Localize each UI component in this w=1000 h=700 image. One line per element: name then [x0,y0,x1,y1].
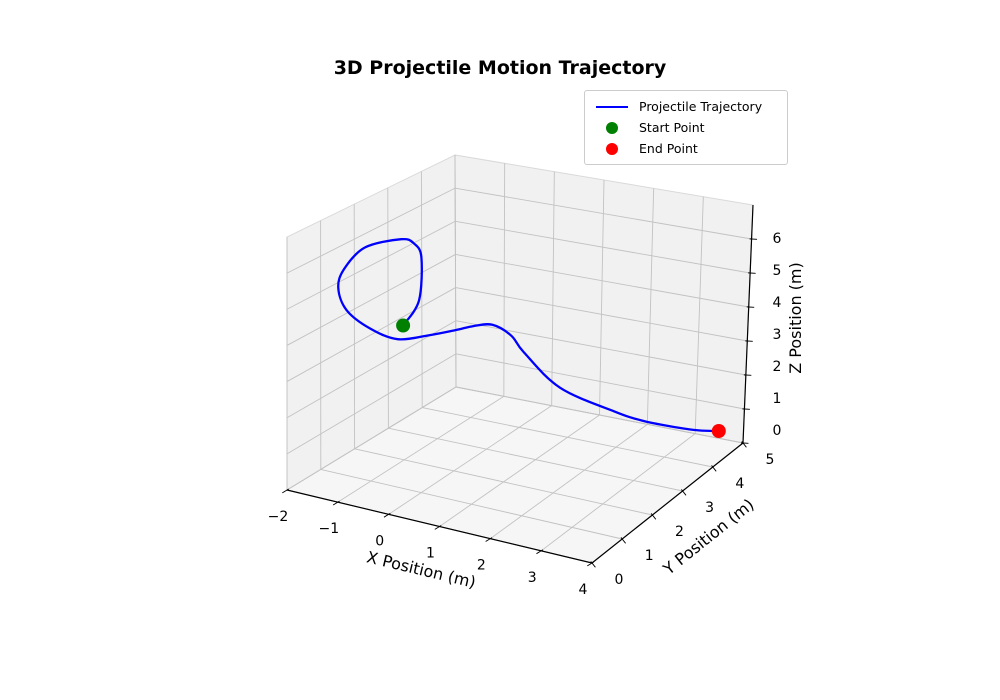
y-tick-label: 0 [615,572,624,588]
legend: Projectile Trajectory Start Point End Po… [584,90,788,165]
z-axis-label: Z Position (m) [786,262,805,374]
plot-title: 3D Projectile Motion Trajectory [333,57,667,79]
z-tick-label: 6 [773,231,782,247]
z-tick-label: 1 [773,391,782,407]
grid-line [286,353,457,455]
y-tick [620,537,626,544]
grid-line [490,423,648,540]
legend-label: End Point [639,141,698,156]
grid-line [286,320,456,419]
x-tick [282,488,289,494]
x-tick-label: 0 [375,533,384,549]
x-tick [587,561,594,567]
x-tick-label: −2 [268,509,289,525]
x-tick [536,549,544,555]
grid-line [286,386,457,491]
grid-line [387,187,389,429]
y-tick-label: 5 [766,452,775,468]
x-tick-label: 3 [528,570,537,586]
grid-line [454,154,457,388]
grid-line [455,287,748,342]
tick-marks [282,238,758,568]
grid-line [455,187,752,240]
grid-line [694,196,704,434]
grid-line [551,171,555,406]
y-tick-label: 2 [675,524,684,540]
legend-item-start: Start Point [593,117,779,138]
y-tick [681,489,687,496]
z-tick-label: 3 [773,327,782,343]
grid-line [455,386,744,444]
y-tick-label: 3 [705,500,714,516]
x-tick-label: 2 [477,558,486,574]
z-tick-label: 2 [773,359,782,375]
y-axis-spine [591,442,744,564]
z-axis-spine [742,204,754,444]
y-tick [711,465,717,472]
y-tick [741,441,747,448]
y-tick-label: 1 [645,548,654,564]
legend-item-trajectory: Projectile Trajectory [593,96,779,117]
x-axis-label: X Position (m) [365,547,478,592]
y-tick-label: 4 [735,476,744,492]
grid-line [286,254,456,346]
grid-line [540,433,696,552]
grid-line [455,353,745,410]
legend-label: Start Point [639,120,705,135]
z-tick-label: 5 [773,263,782,279]
start-point-marker [396,318,411,333]
grid-line [388,405,552,515]
trajectory-path [337,237,720,433]
grid-line [286,220,456,310]
x-tick [332,500,340,506]
y-tick [590,561,596,568]
z-tick-label: 4 [773,295,782,311]
end-point-marker [711,424,726,438]
grid-line [455,253,749,308]
grid-line [599,179,605,416]
x-tick-label: −1 [318,521,339,537]
grid-line [439,414,600,527]
legend-end-marker-icon [593,142,631,155]
x-tick [485,537,493,542]
legend-start-marker-icon [593,121,631,134]
grid-line [337,395,505,503]
x-tick [434,525,442,530]
x-tick-label: 1 [426,546,435,562]
legend-line-sample [593,105,631,108]
x-tick [383,512,391,518]
grid-line [646,188,655,425]
z-tick-label: 0 [773,423,782,439]
y-tick [650,513,657,520]
grid-line [503,163,506,397]
legend-label: Projectile Trajectory [639,99,763,114]
x-tick-label: 4 [579,582,588,598]
grid-line [286,287,456,382]
legend-item-end: End Point [593,138,779,159]
grid-line [455,220,751,274]
grid-line [286,187,456,274]
tick-labels: −2 −1 0 1 2 3 4 0 1 2 3 4 5 0 1 2 3 4 5 6 [268,231,782,598]
